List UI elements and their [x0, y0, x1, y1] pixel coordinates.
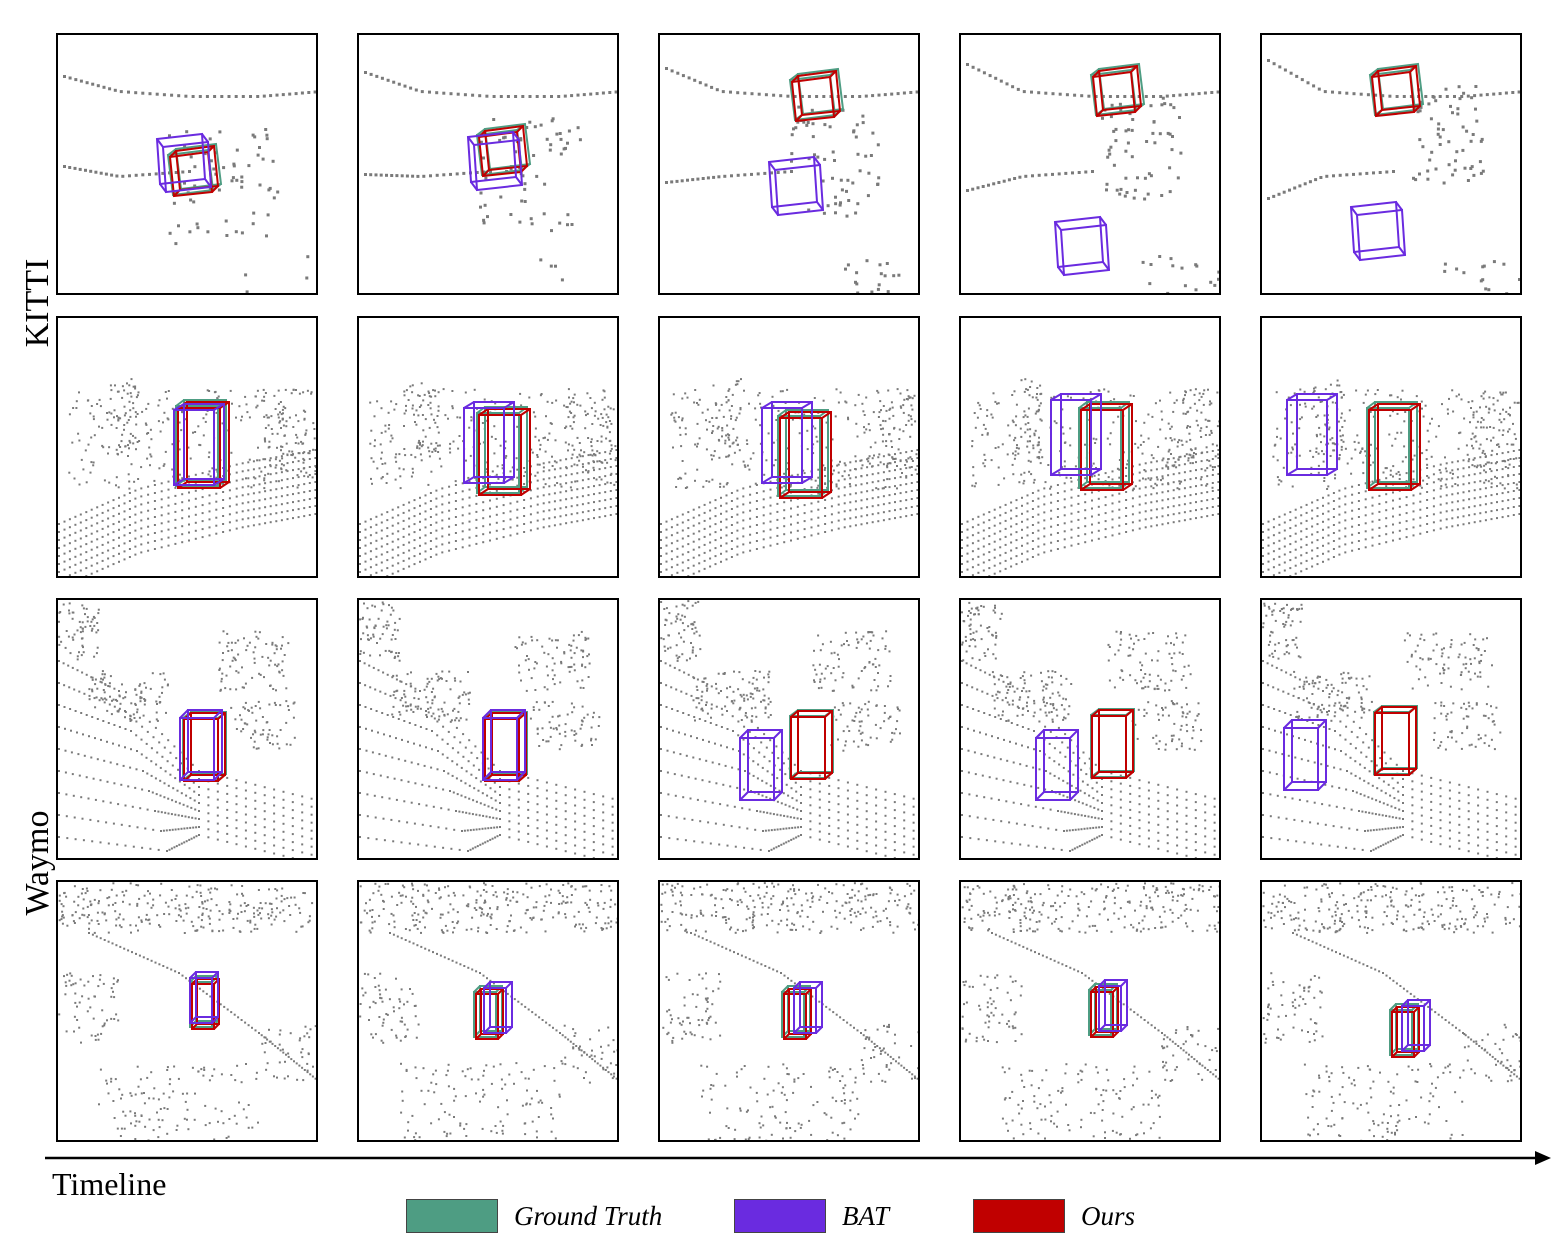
tracking-frame-panel: [959, 316, 1221, 578]
point-cloud-scene: [660, 882, 918, 1140]
ours-box: [183, 712, 226, 782]
tracking-frame-panel: [357, 598, 619, 860]
bat-box: [739, 729, 783, 801]
point-cloud-scene: [1262, 379, 1520, 576]
ours-box: [1370, 64, 1422, 118]
bat-box: [466, 130, 524, 192]
ours-box: [790, 710, 833, 780]
point-cloud-scene: [1267, 59, 1520, 293]
bat-box: [482, 709, 526, 781]
ours-box: [1091, 64, 1143, 118]
ours-box: [1090, 986, 1119, 1038]
bat-box: [483, 981, 513, 1034]
tracking-frame-panel: [1260, 880, 1522, 1142]
point-cloud-scene: [660, 378, 918, 576]
point-cloud-scene: [58, 602, 313, 858]
ground-truth-swatch: [406, 1199, 498, 1233]
tracking-frame-panel: [959, 598, 1221, 860]
ours-label: Ours: [1081, 1200, 1136, 1231]
gt-box: [1090, 708, 1135, 778]
point-cloud-scene: [966, 62, 1219, 293]
legend-ground-truth: Ground Truth: [406, 1198, 662, 1234]
bat-swatch: [734, 1199, 826, 1233]
timeline-arrow: [45, 1151, 1551, 1165]
point-cloud-scene: [660, 600, 915, 858]
bat-box: [1098, 979, 1128, 1032]
ours-box: [1374, 706, 1417, 776]
point-cloud-scene: [359, 382, 617, 576]
bat-box: [1283, 719, 1327, 791]
waymo-row-label: Waymo: [19, 810, 56, 916]
tracking-frame-panel: [959, 880, 1221, 1142]
timeline-label: Timeline: [52, 1166, 167, 1202]
bat-box: [155, 132, 213, 194]
tracking-frame-panel: [959, 33, 1221, 295]
tracking-frame-panel: [658, 33, 920, 295]
tracking-frame-panel: [658, 880, 920, 1142]
kitti-row-label: KITTI: [19, 258, 56, 348]
point-cloud-scene: [665, 67, 918, 293]
point-cloud-scene: [1262, 602, 1517, 858]
bat-label: BAT: [842, 1200, 889, 1231]
ours-box: [790, 69, 842, 123]
tracking-frame-panel: [658, 316, 920, 578]
bat-box: [1053, 215, 1111, 277]
point-cloud-scene: [364, 71, 617, 282]
point-cloud-scene: [58, 378, 316, 576]
bat-box: [793, 981, 823, 1034]
point-cloud-scene: [961, 601, 1216, 858]
ours-box: [478, 408, 531, 496]
gt-box: [789, 709, 834, 779]
tracking-frame-panel: [658, 598, 920, 860]
bat-box: [767, 155, 825, 217]
gt-box: [182, 711, 227, 781]
tracking-frame-panel: [357, 33, 619, 295]
point-cloud-scene: [359, 601, 614, 858]
tracking-frame-panel: [56, 880, 318, 1142]
bat-box: [1286, 393, 1338, 476]
bat-box: [1401, 999, 1431, 1052]
ours-box: [177, 401, 230, 489]
tracking-frame-panel: [1260, 316, 1522, 578]
point-cloud-scene: [359, 882, 617, 1140]
ours-box: [1080, 403, 1133, 491]
gt-box: [1373, 705, 1418, 775]
point-cloud-scene: [1262, 882, 1520, 1140]
point-cloud-scene: [63, 75, 316, 293]
tracking-frame-panel: [56, 33, 318, 295]
legend-bat: BAT: [734, 1198, 889, 1234]
point-cloud-scene: [58, 882, 316, 1140]
bat-box: [179, 709, 223, 781]
tracking-frame-panel: [56, 598, 318, 860]
legend-ours: Ours: [973, 1198, 1135, 1234]
ours-box: [1091, 709, 1134, 779]
bat-box: [463, 401, 515, 484]
point-cloud-scene: [961, 882, 1219, 1140]
point-cloud-scene: [961, 378, 1219, 576]
bat-box: [1035, 729, 1079, 801]
ours-box: [779, 411, 832, 499]
tracking-frame-panel: [56, 316, 318, 578]
ground-truth-label: Ground Truth: [514, 1200, 663, 1231]
tracking-frame-panel: [1260, 598, 1522, 860]
tracking-frame-panel: [357, 880, 619, 1142]
bat-box: [761, 401, 813, 484]
bat-box: [1050, 393, 1102, 476]
bat-box: [173, 403, 225, 486]
ours-swatch: [973, 1199, 1065, 1233]
tracking-frame-panel: [357, 316, 619, 578]
gt-box: [476, 406, 528, 494]
ours-box: [1368, 403, 1421, 491]
bat-box: [189, 971, 219, 1024]
tracking-frame-panel: [1260, 33, 1522, 295]
bat-box: [1349, 200, 1407, 262]
